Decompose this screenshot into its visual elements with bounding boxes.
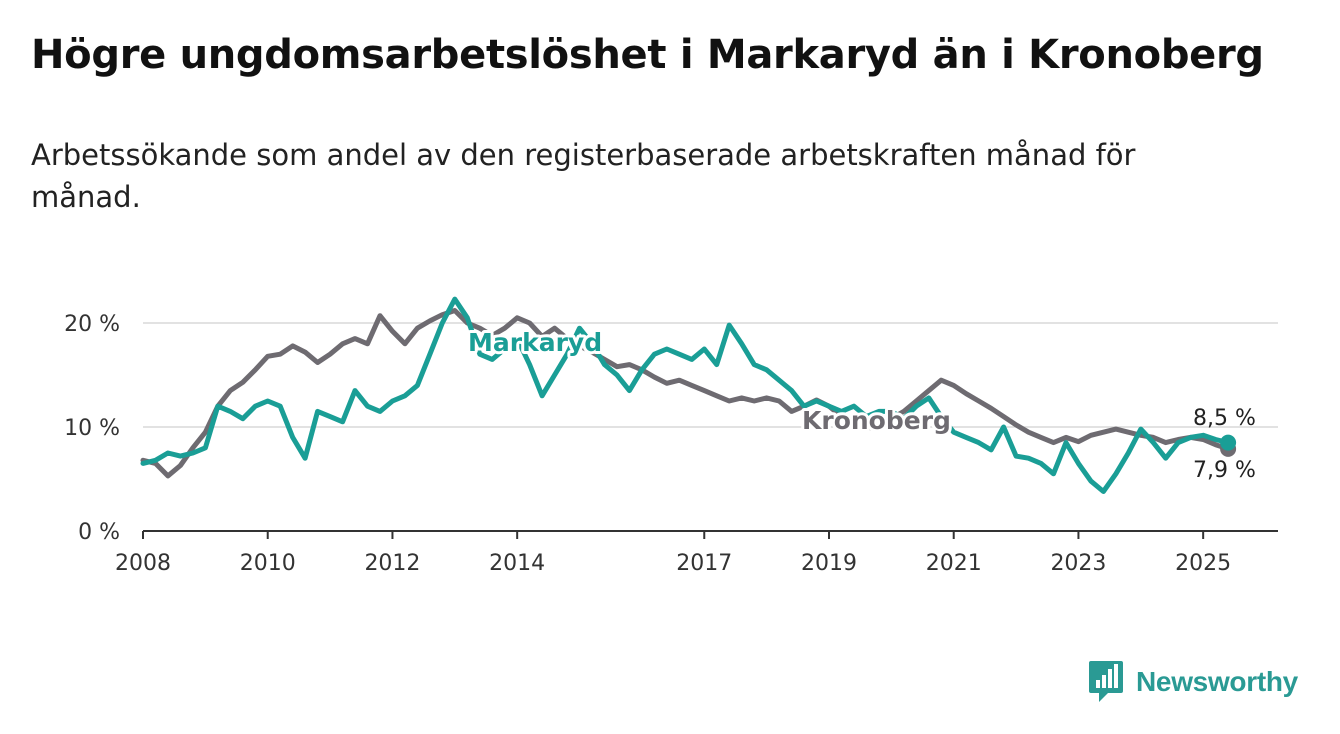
x-tick-label: 2010	[240, 551, 296, 576]
end-point-markaryd	[1220, 434, 1237, 451]
end-label-kronoberg: 7,9 %	[1193, 458, 1256, 483]
y-tick-label: 20 %	[64, 312, 120, 337]
series-line-markaryd	[140, 296, 1231, 494]
newsworthy-bar-chart-logo-icon	[1089, 661, 1123, 702]
x-tick-label: 2023	[1050, 551, 1106, 576]
series-label-markaryd: Markaryd	[468, 328, 602, 357]
newsworthy-logo: Newsworthy	[1088, 660, 1298, 704]
end-label-markaryd: 8,5 %	[1193, 406, 1256, 431]
y-tick-label: 0 %	[78, 520, 120, 545]
chart-title: Högre ungdomsarbetslöshet i Markaryd än …	[31, 32, 1264, 78]
x-tick-label: 2008	[115, 551, 171, 576]
series-line-kronoberg	[140, 308, 1231, 479]
x-tick-label: 2014	[489, 551, 545, 576]
y-tick-label: 10 %	[64, 416, 120, 441]
x-tick-label: 2019	[801, 551, 857, 576]
x-tick-label: 2012	[364, 551, 420, 576]
line-chart: 0 % 10 % 20 % 2008 2010 2012 2014 2017 2019 2021 2…	[64, 296, 1278, 576]
grid-lines	[143, 322, 1278, 428]
x-tick-label: 2021	[926, 551, 982, 576]
logo-wordmark: Newsworthy	[1136, 666, 1298, 697]
x-tick-label: 2025	[1175, 551, 1231, 576]
series-lines	[140, 296, 1237, 494]
chart-subtitle: Arbetssökande som andel av den registerb…	[31, 138, 1136, 214]
series-labels: Markaryd Kronoberg 8,5 % 7,9 %	[465, 325, 1256, 483]
axes: 0 % 10 % 20 % 2008 2010 2012 2014 2017 2019 2021 2…	[64, 312, 1278, 576]
x-tick-label: 2017	[676, 551, 732, 576]
series-label-kronoberg: Kronoberg	[802, 406, 951, 435]
